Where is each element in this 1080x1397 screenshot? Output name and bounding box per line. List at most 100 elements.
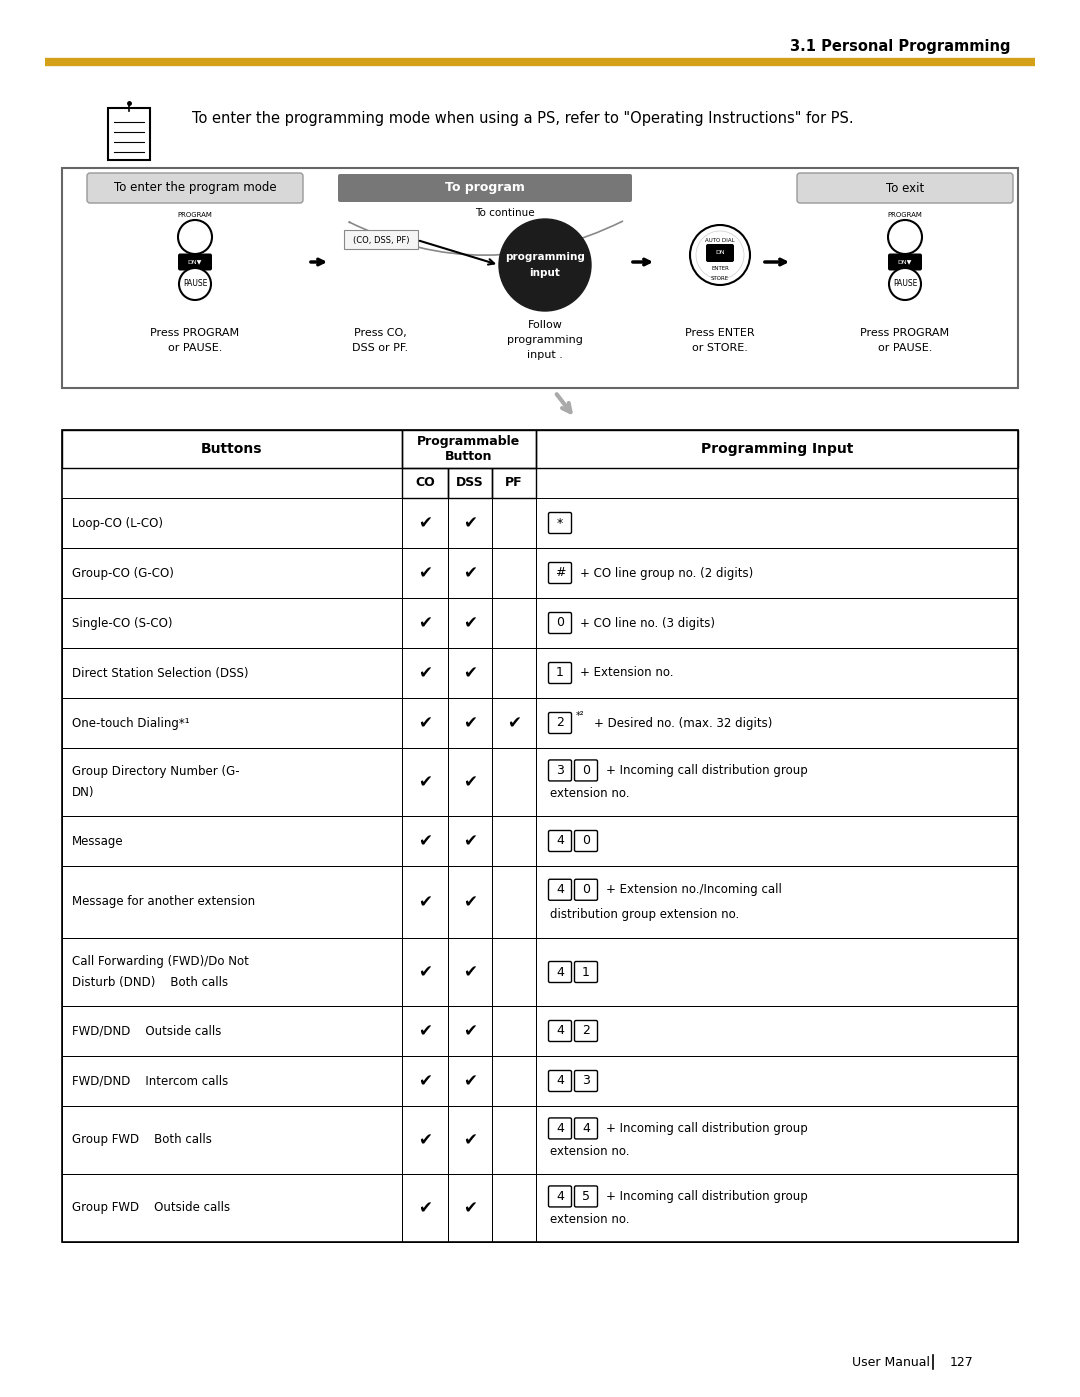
FancyBboxPatch shape bbox=[549, 961, 571, 982]
Text: To enter the programming mode when using a PS, refer to "Operating Instructions": To enter the programming mode when using… bbox=[192, 110, 853, 126]
Bar bbox=[62, 598, 402, 648]
Text: + CO line no. (3 digits): + CO line no. (3 digits) bbox=[580, 616, 715, 630]
Bar bbox=[536, 747, 1018, 816]
Bar bbox=[536, 1173, 1018, 1242]
FancyBboxPatch shape bbox=[178, 253, 212, 271]
Text: Follow: Follow bbox=[527, 320, 563, 330]
Bar bbox=[402, 497, 448, 548]
Text: ✔: ✔ bbox=[463, 1071, 477, 1090]
Text: 3: 3 bbox=[582, 1074, 590, 1087]
FancyBboxPatch shape bbox=[706, 244, 734, 263]
Bar bbox=[448, 497, 492, 548]
Text: DN▼: DN▼ bbox=[897, 260, 913, 264]
Bar bbox=[402, 1006, 448, 1056]
Bar bbox=[62, 937, 402, 1006]
Text: extension no.: extension no. bbox=[550, 1146, 630, 1158]
Text: ✔: ✔ bbox=[463, 963, 477, 981]
FancyBboxPatch shape bbox=[87, 173, 303, 203]
Bar bbox=[536, 1056, 1018, 1106]
Bar bbox=[62, 1056, 402, 1106]
Bar bbox=[536, 816, 1018, 866]
Text: extension no.: extension no. bbox=[550, 787, 630, 800]
Circle shape bbox=[178, 219, 212, 254]
Bar bbox=[492, 866, 536, 937]
Text: ✔: ✔ bbox=[418, 963, 432, 981]
Text: Group FWD    Outside calls: Group FWD Outside calls bbox=[72, 1201, 230, 1214]
Bar bbox=[402, 937, 448, 1006]
Text: 3: 3 bbox=[556, 764, 564, 777]
Text: DN): DN) bbox=[72, 785, 95, 799]
Text: FWD/DND    Intercom calls: FWD/DND Intercom calls bbox=[72, 1074, 228, 1087]
Text: (CO, DSS, PF): (CO, DSS, PF) bbox=[353, 236, 409, 244]
FancyBboxPatch shape bbox=[575, 1186, 597, 1207]
Bar bbox=[402, 698, 448, 747]
FancyBboxPatch shape bbox=[549, 830, 571, 852]
Text: 0: 0 bbox=[582, 883, 590, 897]
FancyBboxPatch shape bbox=[108, 108, 150, 161]
Text: Press PROGRAM: Press PROGRAM bbox=[150, 328, 240, 338]
Bar bbox=[402, 430, 536, 468]
FancyBboxPatch shape bbox=[338, 175, 632, 203]
Text: + Desired no. (max. 32 digits): + Desired no. (max. 32 digits) bbox=[594, 717, 772, 729]
Text: Press CO,: Press CO, bbox=[353, 328, 406, 338]
Text: PAUSE: PAUSE bbox=[893, 279, 917, 289]
Text: ✔: ✔ bbox=[463, 514, 477, 532]
Text: 4: 4 bbox=[556, 1122, 564, 1134]
Bar bbox=[448, 937, 492, 1006]
Bar bbox=[62, 648, 402, 698]
Text: 1: 1 bbox=[582, 965, 590, 978]
Text: input: input bbox=[529, 268, 561, 278]
Text: ✔: ✔ bbox=[418, 1071, 432, 1090]
Bar bbox=[402, 548, 448, 598]
FancyBboxPatch shape bbox=[797, 173, 1013, 203]
Text: Loop-CO (L-CO): Loop-CO (L-CO) bbox=[72, 517, 163, 529]
Text: CO: CO bbox=[415, 476, 435, 489]
Bar bbox=[448, 816, 492, 866]
Text: Message: Message bbox=[72, 834, 123, 848]
Text: 2: 2 bbox=[556, 717, 564, 729]
Bar bbox=[492, 497, 536, 548]
FancyBboxPatch shape bbox=[575, 961, 597, 982]
Bar bbox=[492, 598, 536, 648]
Text: ✔: ✔ bbox=[418, 714, 432, 732]
Bar bbox=[492, 816, 536, 866]
FancyBboxPatch shape bbox=[549, 513, 571, 534]
Text: 2: 2 bbox=[582, 1024, 590, 1038]
Text: ✔: ✔ bbox=[418, 615, 432, 631]
FancyBboxPatch shape bbox=[549, 1020, 571, 1042]
Text: ✔: ✔ bbox=[418, 564, 432, 583]
Bar bbox=[62, 1106, 402, 1173]
Text: 4: 4 bbox=[556, 1190, 564, 1203]
Bar bbox=[402, 816, 448, 866]
Text: ✔: ✔ bbox=[418, 893, 432, 911]
Bar bbox=[402, 866, 448, 937]
Text: 0: 0 bbox=[582, 764, 590, 777]
Bar bbox=[62, 548, 402, 598]
Text: Programming Input: Programming Input bbox=[701, 441, 853, 455]
Bar bbox=[492, 548, 536, 598]
FancyBboxPatch shape bbox=[549, 1118, 571, 1139]
Text: ✔: ✔ bbox=[463, 615, 477, 631]
Text: ✔: ✔ bbox=[418, 664, 432, 682]
Text: To enter the program mode: To enter the program mode bbox=[113, 182, 276, 194]
Bar bbox=[402, 1173, 448, 1242]
Text: ✔: ✔ bbox=[463, 664, 477, 682]
Bar bbox=[62, 1006, 402, 1056]
FancyBboxPatch shape bbox=[549, 563, 571, 584]
Text: ENTER: ENTER bbox=[711, 265, 729, 271]
Text: ✔: ✔ bbox=[463, 714, 477, 732]
Text: 0: 0 bbox=[556, 616, 564, 630]
Text: ✔: ✔ bbox=[463, 564, 477, 583]
Text: + Incoming call distribution group: + Incoming call distribution group bbox=[606, 764, 808, 777]
Bar bbox=[62, 497, 402, 548]
Text: Buttons: Buttons bbox=[201, 441, 262, 455]
FancyBboxPatch shape bbox=[549, 662, 571, 683]
Bar bbox=[448, 747, 492, 816]
Text: 1: 1 bbox=[556, 666, 564, 679]
Bar bbox=[492, 648, 536, 698]
Bar bbox=[492, 468, 536, 497]
Text: Group-CO (G-CO): Group-CO (G-CO) bbox=[72, 567, 174, 580]
Text: To program: To program bbox=[445, 182, 525, 194]
Text: FWD/DND    Outside calls: FWD/DND Outside calls bbox=[72, 1024, 221, 1038]
Text: ✔: ✔ bbox=[463, 893, 477, 911]
